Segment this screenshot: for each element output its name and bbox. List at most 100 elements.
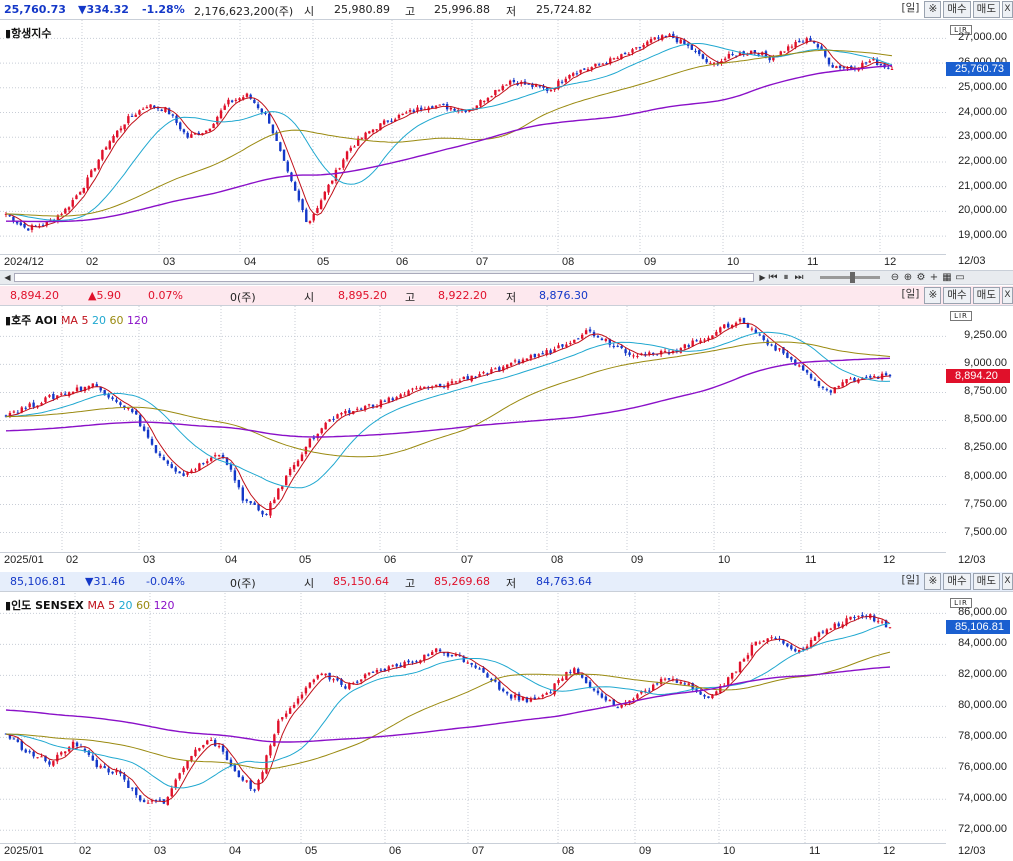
candle-body	[798, 365, 801, 367]
close-button[interactable]: X	[1002, 573, 1013, 590]
candle-body	[600, 338, 604, 341]
candle-body	[87, 386, 91, 389]
chart-title-text: 항생지수	[11, 27, 52, 40]
candle-body	[809, 373, 813, 379]
buy-button[interactable]: 매수	[943, 573, 971, 590]
candle-body	[386, 120, 390, 122]
close-button[interactable]: X	[1002, 1, 1013, 18]
scroll-thumb[interactable]	[14, 273, 754, 282]
hsi-chart[interactable]	[0, 20, 946, 254]
candle-body	[234, 99, 238, 101]
candle-body	[620, 54, 623, 60]
candle-body	[411, 388, 414, 390]
close-button[interactable]: X	[1002, 287, 1013, 304]
candle-body	[156, 107, 160, 109]
candle-body	[861, 62, 864, 69]
last-icon[interactable]: ⏭	[794, 272, 804, 283]
gear-icon[interactable]: ⚙	[916, 272, 926, 283]
candle-body	[316, 208, 319, 213]
settings-button[interactable]: ※	[924, 573, 942, 590]
candle-body	[604, 696, 608, 701]
date-tick: 04	[225, 554, 238, 566]
candle-body	[711, 694, 714, 699]
lr-toggle[interactable]: LIR	[950, 25, 972, 35]
candle-body	[794, 649, 797, 652]
candle-body	[391, 665, 394, 667]
candle-body	[577, 338, 580, 340]
last-price-tag: 25,760.73	[946, 61, 1010, 76]
sell-button[interactable]: 매도	[972, 287, 1000, 304]
candle-body	[573, 668, 576, 674]
candle-body	[846, 67, 849, 69]
candle-body	[356, 138, 360, 146]
candle-body	[213, 739, 217, 746]
candle-body	[820, 46, 823, 50]
candle-body	[403, 661, 406, 668]
ma60-line	[5, 341, 891, 458]
zoom-in-icon[interactable]: ⊕	[903, 272, 913, 283]
candle-body	[101, 150, 104, 160]
sell-button[interactable]: 매도	[972, 1, 1000, 18]
candle-body	[348, 410, 351, 414]
settings-button[interactable]: ※	[924, 287, 942, 304]
settings-button[interactable]: ※	[924, 1, 942, 18]
candle-body	[888, 374, 892, 377]
candle-body	[382, 120, 386, 125]
first-icon[interactable]: ⏮	[768, 272, 778, 283]
zoom-slider-knob[interactable]	[850, 272, 855, 283]
scroll-tools: ⏮ ⏸ ⏭	[768, 271, 804, 284]
candle-body	[20, 407, 23, 413]
period-button[interactable]: [일]	[901, 2, 920, 14]
candle-body	[265, 513, 268, 515]
sell-button[interactable]: 매도	[972, 573, 1000, 590]
crosshair-icon[interactable]: +	[929, 272, 939, 283]
candle-body	[390, 120, 393, 122]
candle-body	[825, 389, 829, 391]
scroll-left-arrow[interactable]: ◀	[4, 273, 11, 282]
candle-body	[813, 636, 817, 641]
grid-icon[interactable]: ▦	[942, 272, 952, 283]
candle-body	[817, 381, 821, 387]
candle-body	[612, 58, 616, 60]
candle-body	[412, 110, 415, 113]
candle-body	[821, 631, 825, 633]
candle-body	[323, 191, 327, 200]
date-tick: 03	[163, 256, 176, 268]
candle-body	[538, 85, 542, 87]
lr-toggle[interactable]: LIR	[950, 598, 972, 608]
ma20-line	[5, 331, 891, 489]
candle-body	[675, 37, 679, 43]
candle-body	[178, 471, 181, 474]
candle-body	[327, 184, 330, 193]
window-icon[interactable]: ▭	[955, 272, 965, 283]
pause-icon[interactable]: ⏸	[783, 272, 789, 283]
zoom-out-icon[interactable]: ⊖	[890, 272, 900, 283]
candle-body	[308, 221, 312, 224]
candle-body	[865, 376, 868, 378]
candle-body	[884, 373, 888, 376]
period-button[interactable]: [일]	[901, 574, 920, 586]
lr-toggle[interactable]: LIR	[950, 311, 972, 321]
candle-body	[835, 66, 838, 69]
period-button[interactable]: [일]	[901, 288, 920, 300]
buy-button[interactable]: 매수	[943, 287, 971, 304]
candle-body	[233, 470, 237, 481]
candle-body	[659, 678, 663, 685]
buy-button[interactable]: 매수	[943, 1, 971, 18]
candle-body	[778, 348, 781, 350]
chart-scrollbar[interactable]: ◀ ▶ ⏮ ⏸ ⏭ ⊖ ⊕ ⚙ + ▦ ▭	[0, 270, 1013, 285]
date-tick: 09	[639, 845, 652, 857]
candle-body	[23, 223, 26, 228]
candle-body	[588, 681, 592, 689]
candle-body	[237, 770, 241, 778]
panel-buttons: [일] ※ 매수 매도 X	[898, 573, 1013, 590]
candle-body	[534, 84, 538, 87]
scroll-right-arrow[interactable]: ▶	[759, 273, 766, 282]
candle-body	[766, 638, 769, 642]
ma-prefix: MA	[87, 599, 105, 612]
sensex-chart[interactable]	[0, 593, 946, 843]
candle-body	[880, 621, 884, 623]
candle-body	[794, 41, 797, 48]
candle-body	[344, 411, 347, 414]
aoi-chart[interactable]	[0, 306, 946, 552]
